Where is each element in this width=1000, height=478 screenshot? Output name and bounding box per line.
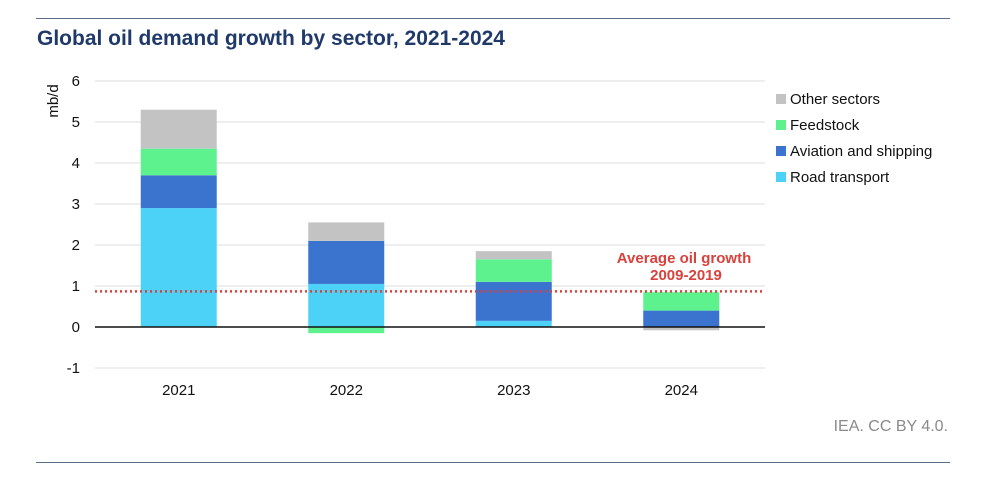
bar-segment <box>475 251 552 260</box>
bar-segment <box>140 208 217 327</box>
chart-legend: Other sectors Feedstock Aviation and shi… <box>776 86 932 190</box>
bar-segment <box>140 109 217 149</box>
x-tick-label: 2022 <box>330 382 363 399</box>
bar-segment <box>643 327 720 331</box>
chart-title: Global oil demand growth by sector, 2021… <box>37 27 505 50</box>
source-credit: IEA. CC BY 4.0. <box>833 418 948 435</box>
legend-swatch <box>776 94 786 104</box>
bar-segment <box>308 222 385 241</box>
top-rule <box>36 18 950 19</box>
y-tick-label: 0 <box>72 319 80 336</box>
reference-label-line2: 2009-2019 <box>650 267 722 284</box>
y-axis-label: mb/d <box>45 84 62 117</box>
legend-item-road-transport: Road transport <box>776 164 932 190</box>
bar-segment <box>475 281 552 321</box>
legend-label: Road transport <box>790 168 890 186</box>
reference-label-line1: Average oil growth <box>617 250 751 267</box>
legend-item-aviation-shipping: Aviation and shipping <box>776 138 932 164</box>
y-tick-label: 6 <box>72 73 80 90</box>
bar-segment <box>643 292 720 311</box>
legend-label: Feedstock <box>790 116 860 134</box>
y-tick-label: 3 <box>72 196 80 213</box>
legend-swatch <box>776 120 786 130</box>
y-tick-label: 1 <box>72 278 80 295</box>
bar-segment <box>308 240 385 284</box>
y-tick-label: 5 <box>72 114 80 131</box>
bar-segment <box>140 148 217 176</box>
bar-segment <box>643 310 720 327</box>
y-tick-label: 2 <box>72 237 80 254</box>
legend-swatch <box>776 172 786 182</box>
legend-item-feedstock: Feedstock <box>776 112 932 138</box>
legend-label: Other sectors <box>790 90 881 108</box>
bar-segment <box>475 320 552 327</box>
bar-segment <box>475 259 552 282</box>
y-tick-label: 4 <box>72 155 80 172</box>
legend-label: Aviation and shipping <box>790 142 933 160</box>
y-tick-label: -1 <box>67 360 80 377</box>
x-tick-label: 2024 <box>665 382 698 399</box>
x-tick-label: 2021 <box>162 382 195 399</box>
bar-segment <box>308 327 385 334</box>
bottom-rule <box>36 462 950 463</box>
bar-segment <box>140 175 217 209</box>
x-tick-label: 2023 <box>497 382 530 399</box>
legend-item-other-sectors: Other sectors <box>776 86 932 112</box>
legend-swatch <box>776 146 786 156</box>
